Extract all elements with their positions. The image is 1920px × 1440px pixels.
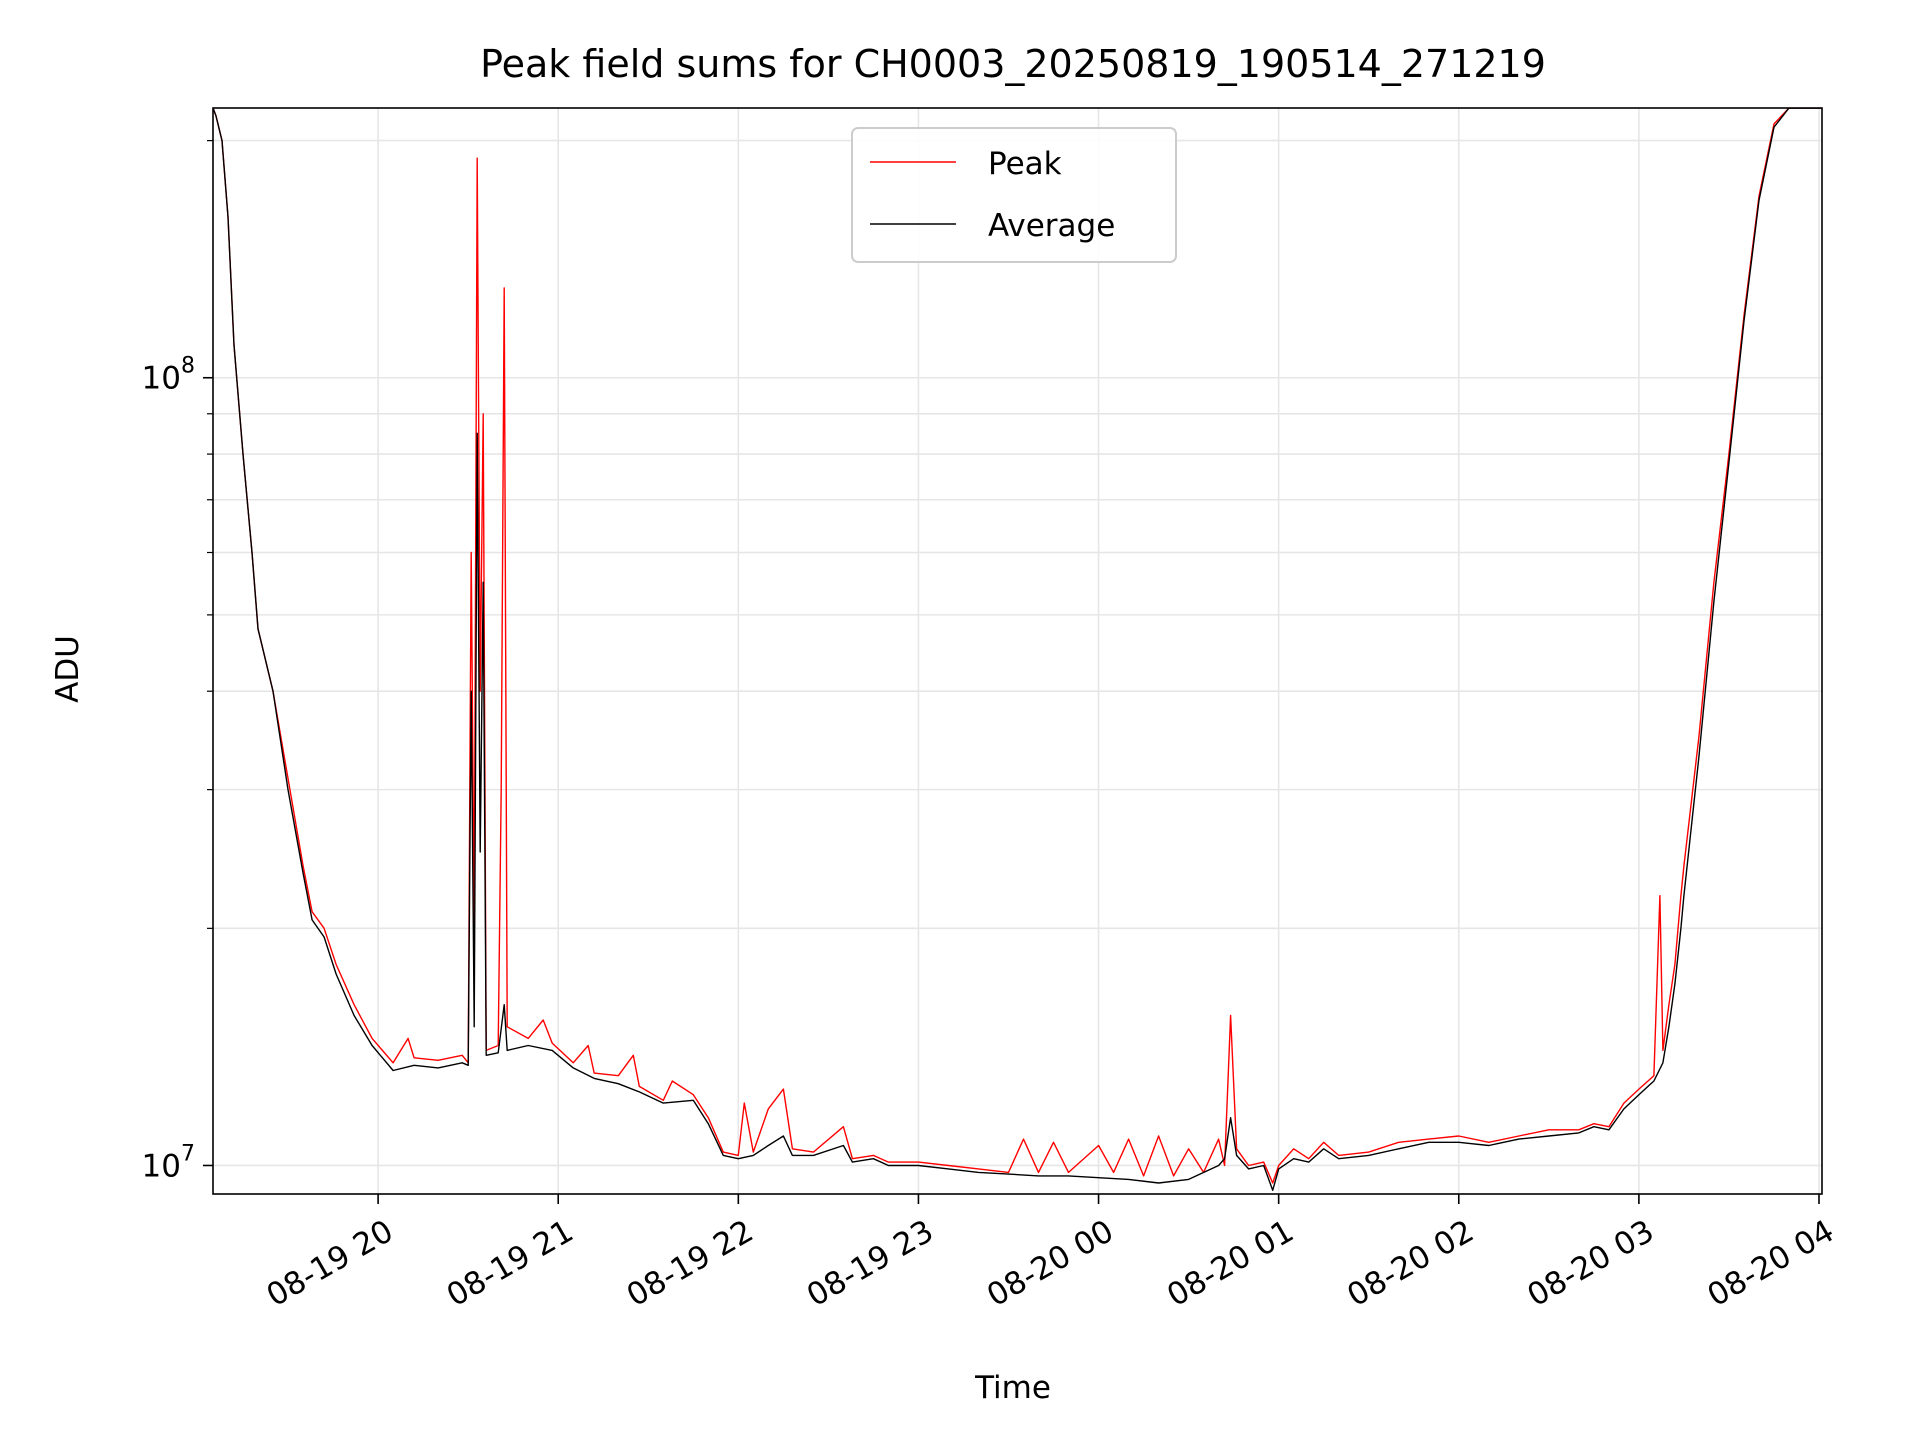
y-tick-exponent: 7 — [181, 1141, 195, 1166]
legend-label-peak: Peak — [988, 146, 1062, 182]
legend: Peak Average — [851, 127, 1177, 263]
series-layer — [213, 108, 1822, 1191]
y-tick-label: 107 — [142, 1141, 195, 1184]
y-tick-base: 10 — [142, 361, 181, 397]
y-axis-label: ADU — [50, 635, 86, 703]
series-line-peak — [213, 108, 1822, 1184]
grid — [213, 108, 1822, 1194]
y-tick-base: 10 — [142, 1148, 181, 1184]
legend-label-average: Average — [988, 208, 1115, 244]
x-axis-label: Time — [974, 1370, 1051, 1406]
series-line-average — [213, 108, 1822, 1191]
y-tick-label: 108 — [142, 354, 195, 397]
chart-title: Peak field sums for CH0003_20250819_1905… — [480, 42, 1546, 86]
plot-frame — [212, 107, 1823, 1195]
y-tick-exponent: 8 — [181, 354, 195, 379]
